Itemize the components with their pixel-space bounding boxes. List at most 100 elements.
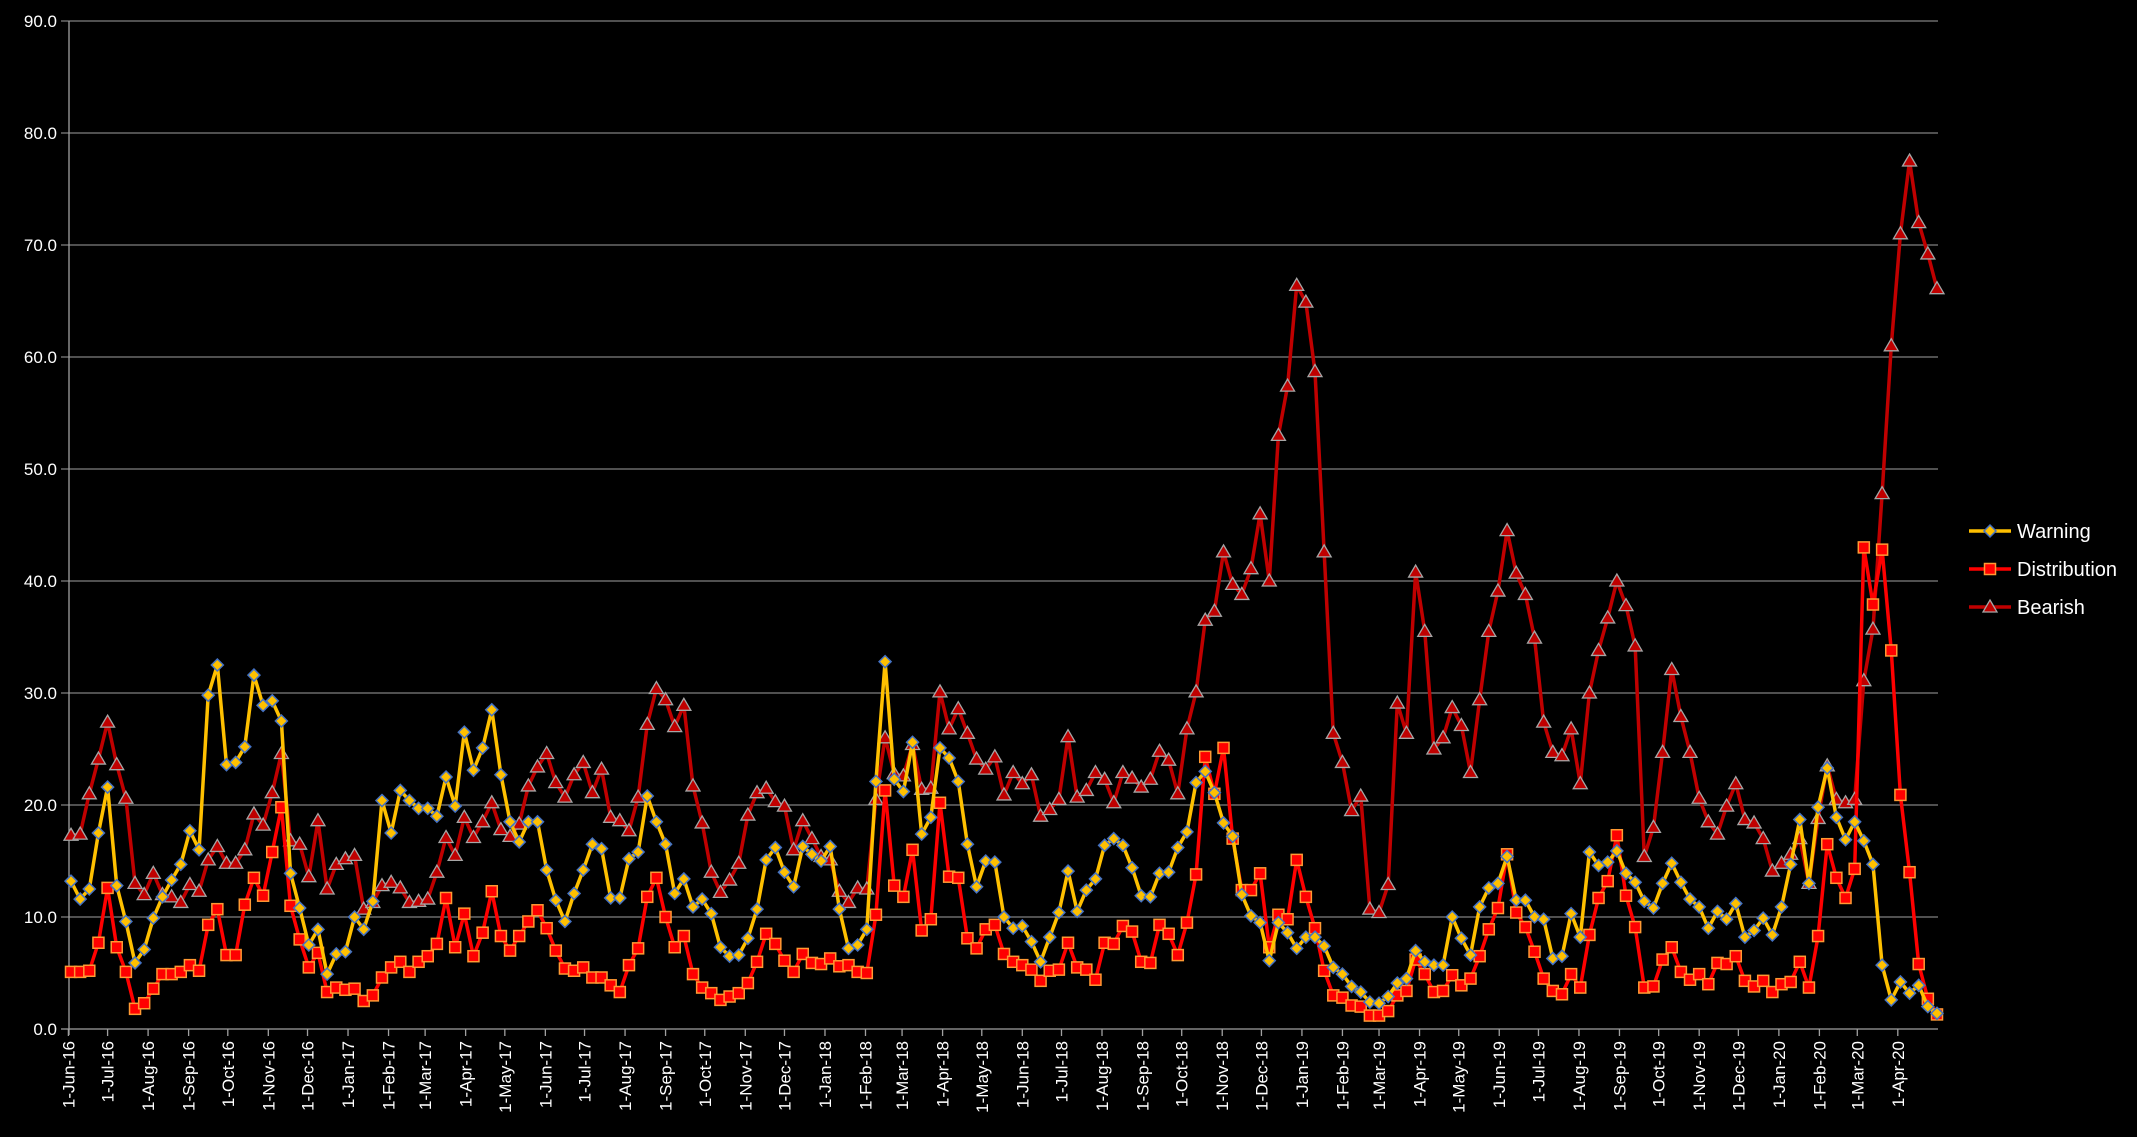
bearish-point bbox=[1380, 876, 1397, 891]
distribution-point bbox=[1720, 957, 1733, 971]
x-tick-label: 1-Apr-18 bbox=[934, 1041, 953, 1107]
bearish-point bbox=[245, 805, 263, 820]
bearish-point bbox=[190, 882, 208, 897]
bearish-point bbox=[1553, 747, 1571, 762]
bearish-point bbox=[209, 838, 226, 853]
distribution-point bbox=[952, 871, 965, 885]
warning-point bbox=[1344, 979, 1359, 994]
warning-point bbox=[100, 780, 115, 795]
bearish-point bbox=[931, 683, 949, 698]
bearish-point bbox=[602, 809, 619, 823]
distribution-point bbox=[211, 902, 224, 916]
bearish-point bbox=[108, 756, 125, 771]
distribution-point bbox=[1089, 973, 1102, 986]
bearish-point bbox=[1361, 900, 1379, 915]
distribution-point bbox=[540, 921, 553, 935]
bearish-point bbox=[529, 758, 546, 773]
distribution-point bbox=[1820, 837, 1834, 851]
distribution-point bbox=[1692, 967, 1706, 981]
warning-point bbox=[1838, 832, 1853, 847]
bearish-point bbox=[1069, 788, 1086, 803]
warning-point bbox=[1801, 876, 1817, 891]
distribution-point bbox=[256, 889, 270, 902]
distribution-point bbox=[796, 947, 810, 961]
x-tick-label: 1-Jun-17 bbox=[536, 1041, 555, 1108]
warning-point bbox=[1124, 860, 1140, 875]
distribution-point bbox=[622, 958, 636, 972]
bearish-point bbox=[995, 786, 1013, 801]
warning-point bbox=[1454, 931, 1469, 946]
warning-point bbox=[1902, 986, 1917, 1001]
distribution-point bbox=[1491, 901, 1505, 915]
bearish-point bbox=[383, 873, 400, 888]
warning-point bbox=[1664, 856, 1679, 871]
x-tick-label: 1-Jun-16 bbox=[59, 1041, 78, 1108]
x-tick-label: 1-Feb-20 bbox=[1810, 1041, 1829, 1110]
warning-point bbox=[868, 774, 884, 789]
warning-point bbox=[1051, 905, 1066, 920]
bearish-point bbox=[465, 829, 482, 844]
warning-point bbox=[338, 944, 353, 959]
warning-point bbox=[640, 788, 655, 804]
warning-point bbox=[1865, 857, 1881, 872]
distribution-point bbox=[1509, 906, 1523, 919]
x-tick-label: 1-Mar-18 bbox=[893, 1041, 912, 1110]
bearish-point bbox=[1398, 725, 1415, 739]
warning-point bbox=[1847, 814, 1862, 829]
bearish-point bbox=[392, 879, 409, 894]
distribution-point bbox=[915, 924, 928, 937]
x-tick-label: 1-Jul-17 bbox=[576, 1041, 595, 1102]
distribution-point bbox=[650, 871, 663, 885]
warning-point bbox=[1518, 893, 1533, 908]
bearish-point bbox=[1498, 522, 1516, 537]
warning-point bbox=[905, 735, 920, 750]
distribution-point bbox=[659, 910, 672, 924]
warning-point bbox=[978, 853, 993, 869]
bearish-point bbox=[447, 847, 464, 862]
distribution-point bbox=[192, 964, 206, 978]
bearish-point bbox=[986, 748, 1003, 763]
bearish-point bbox=[1892, 225, 1909, 240]
warning-point bbox=[1719, 912, 1734, 927]
distribution-point bbox=[1839, 891, 1852, 905]
warning-point bbox=[1682, 892, 1698, 907]
y-tick-label: 30.0 bbox=[24, 684, 57, 703]
distribution-point bbox=[476, 926, 489, 939]
bearish-point bbox=[1187, 683, 1205, 698]
warning-point bbox=[823, 839, 838, 854]
bearish-point bbox=[437, 829, 455, 844]
distribution-point bbox=[1418, 967, 1432, 981]
bearish-point bbox=[492, 821, 510, 836]
bearish-point bbox=[1288, 277, 1305, 291]
warning-point bbox=[82, 881, 97, 897]
series-group bbox=[62, 152, 1946, 1022]
bearish-point bbox=[1215, 543, 1232, 558]
warning-point bbox=[1929, 1006, 1945, 1021]
bearish-point bbox=[620, 822, 638, 837]
distribution-point bbox=[1702, 977, 1715, 991]
warning-point bbox=[292, 900, 307, 916]
warning-point bbox=[402, 793, 417, 808]
bearish-point bbox=[355, 900, 372, 915]
warning-point bbox=[1070, 904, 1085, 919]
distribution-point bbox=[677, 929, 691, 943]
x-tick-label: 1-Feb-19 bbox=[1333, 1041, 1352, 1110]
warning-point bbox=[539, 862, 554, 878]
x-tick-label: 1-Jan-17 bbox=[339, 1041, 358, 1108]
distribution-point bbox=[1894, 788, 1907, 802]
warning-point bbox=[1783, 857, 1798, 872]
warning-point bbox=[567, 886, 582, 901]
bearish-point bbox=[785, 841, 802, 856]
warning-point bbox=[1280, 925, 1295, 940]
warning-point bbox=[621, 851, 637, 866]
warning-point bbox=[960, 837, 975, 852]
bearish-point bbox=[1169, 785, 1186, 800]
distribution-point bbox=[1400, 984, 1413, 998]
distribution-point bbox=[1263, 940, 1276, 954]
x-tick-label: 1-Dec-18 bbox=[1252, 1041, 1271, 1111]
distribution-point bbox=[887, 879, 901, 892]
warning-point bbox=[1646, 900, 1661, 916]
bearish-point bbox=[1727, 775, 1744, 790]
warning-point bbox=[1317, 939, 1332, 954]
